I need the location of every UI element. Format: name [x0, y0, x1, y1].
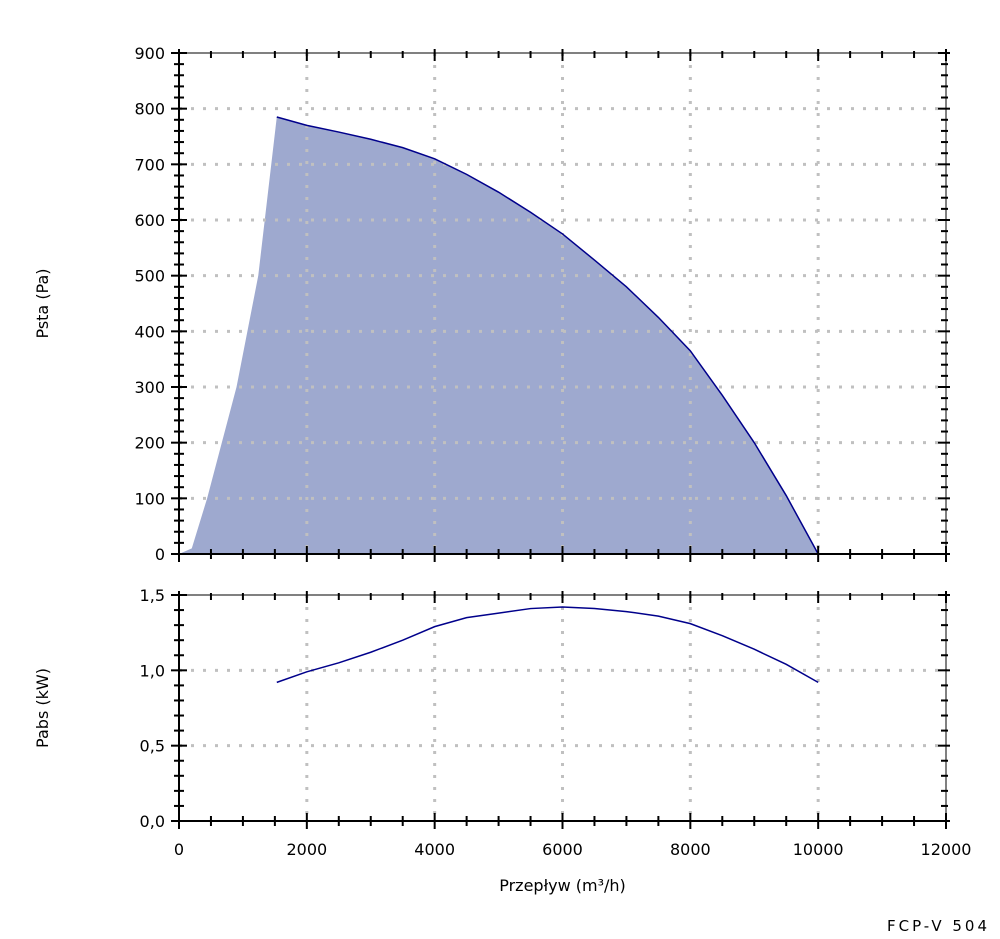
x-tick-label: 0 — [174, 840, 184, 859]
x-tick-label: 6000 — [542, 840, 583, 859]
y-tick-label: 200 — [134, 434, 165, 453]
y-tick-label: 0,5 — [140, 737, 165, 756]
x-tick-label: 2000 — [286, 840, 327, 859]
operating-area-fill — [179, 117, 946, 555]
y-tick-label: 400 — [134, 322, 165, 341]
x-tick-label: 8000 — [670, 840, 711, 859]
y-tick-label: 900 — [134, 44, 165, 63]
y-tick-label: 700 — [134, 155, 165, 174]
y-axis-title: Psta (Pa) — [33, 268, 52, 338]
x-tick-label: 10000 — [793, 840, 844, 859]
y-axis-title: Pabs (kW) — [33, 668, 52, 748]
y-tick-label: 100 — [134, 489, 165, 508]
x-tick-label: 4000 — [414, 840, 455, 859]
series-line-psta — [276, 116, 946, 555]
x-tick-label: 12000 — [921, 840, 972, 859]
y-tick-label: 300 — [134, 378, 165, 397]
x-axis-title: Przepływ (m³/h) — [499, 876, 626, 895]
y-tick-label: 0 — [155, 545, 165, 564]
model-label: FCP-V 504 — [886, 917, 990, 935]
y-tick-label: 600 — [134, 211, 165, 230]
y-tick-label: 1,0 — [140, 661, 165, 680]
y-tick-label: 0,0 — [140, 812, 165, 831]
y-tick-label: 1,5 — [140, 586, 165, 605]
y-tick-label: 800 — [134, 100, 165, 119]
series-line-pabs — [276, 606, 819, 684]
y-tick-label: 500 — [134, 267, 165, 286]
